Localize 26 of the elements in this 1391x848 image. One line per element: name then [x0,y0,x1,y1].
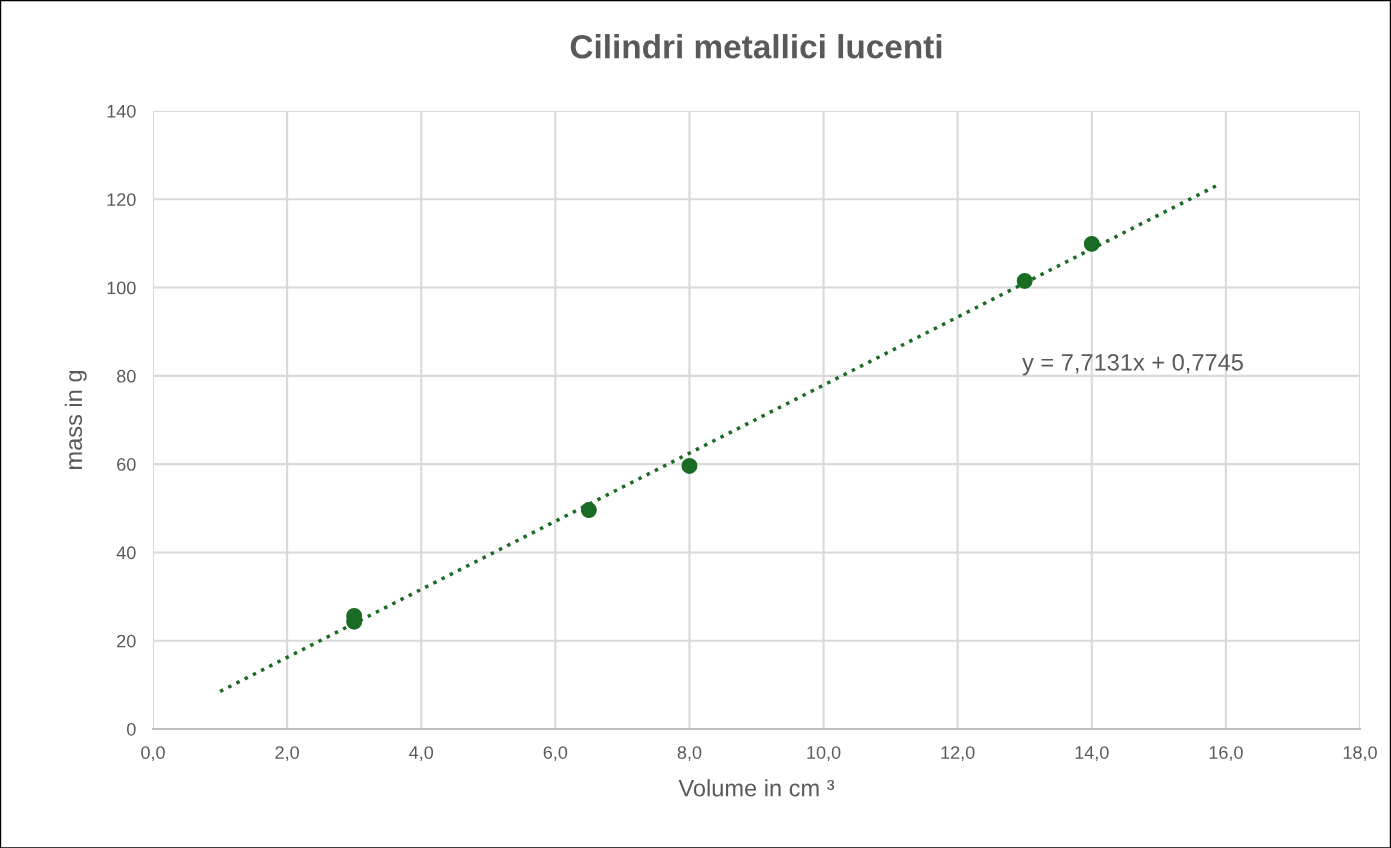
x-tick-label: 18,0 [1343,746,1377,762]
y-tick-label: 40 [116,546,136,560]
y-tick-label: 100 [107,281,136,295]
y-tick-label: 140 [107,104,136,118]
y-axis-title: mass in g [64,371,87,469]
y-tick-label: 120 [107,193,136,207]
y-tick-label: 0 [127,722,136,736]
annotation: y = 7,7131x + 0,7745 [1022,354,1243,376]
x-tick-label: 8,0 [677,746,702,762]
y-tick-label: 60 [117,458,136,471]
x-tick-label: 16,0 [1209,746,1243,762]
x-tick-label: 6,0 [543,746,568,762]
x-tick-label: 14,0 [1075,746,1109,762]
x-tick-label: 10,0 [807,746,841,762]
y-tick-label: 20 [117,634,136,648]
point [580,502,597,519]
point [1083,235,1100,252]
x-tick-label: 12,0 [941,746,975,762]
point [681,457,698,474]
point [1016,272,1033,289]
x-tick-label: 0,0 [141,746,165,762]
x-tick-label: 2,0 [275,746,299,762]
x-tick-label: 4,0 [409,746,434,762]
x-axis-title: Volume in cm ³ [678,779,835,797]
y-tick-label: 80 [117,369,136,383]
chart-title: Cilindri metallici lucenti [570,34,942,59]
